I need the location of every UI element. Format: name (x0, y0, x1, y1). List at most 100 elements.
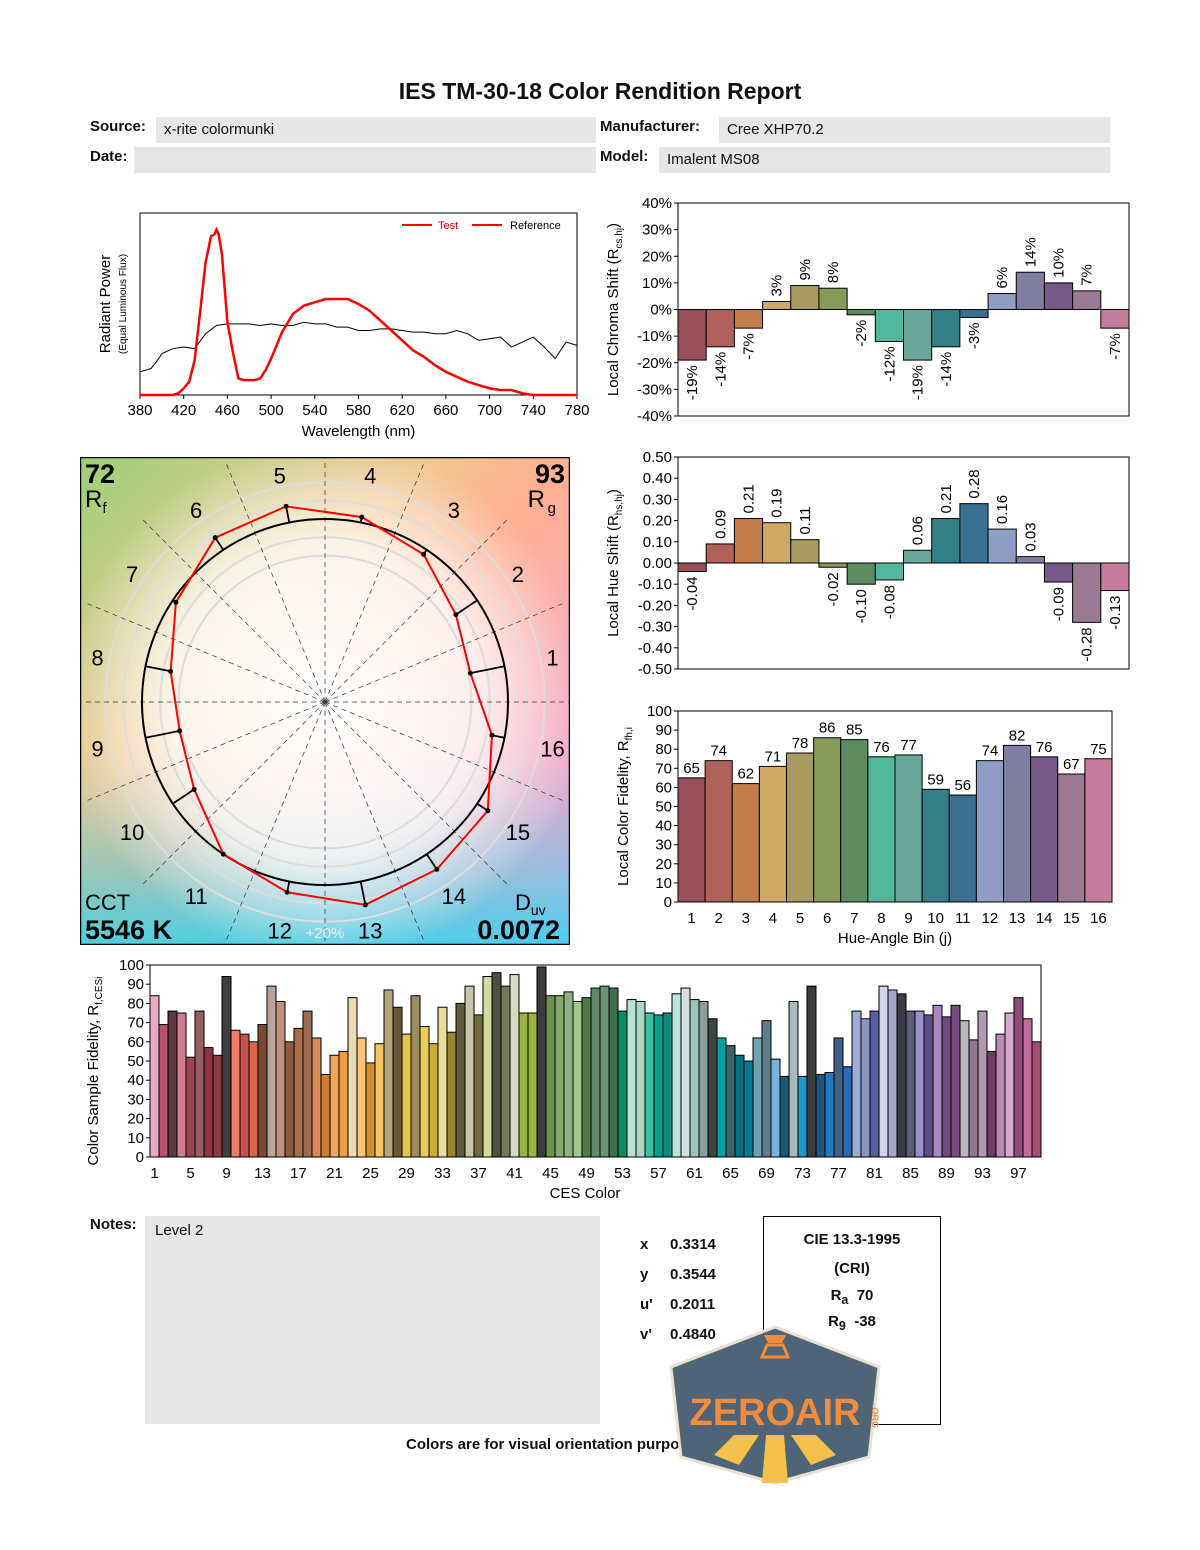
bar-bin-3 (733, 517, 764, 564)
bar-value-label: 0.16 (994, 495, 1011, 524)
rg-label: R (528, 486, 545, 513)
bar-bin-14 (1043, 282, 1074, 310)
bar-value-label: 74 (982, 743, 999, 760)
rf-subscript: f (102, 500, 107, 517)
ces-bar-54 (626, 999, 637, 1158)
ces-bar-47 (563, 991, 574, 1158)
cri-ra: Ra 70 (764, 1287, 940, 1307)
bar-value-label: 10% (1051, 248, 1068, 278)
chromaticity-y: y 0.3544 (640, 1266, 716, 1283)
y-tick-label: 40 (127, 1072, 144, 1089)
x-tick-label: 57 (650, 1165, 667, 1182)
ces-bar-48 (572, 1000, 583, 1158)
bar-bin-4 (762, 301, 792, 310)
bin-label: 7 (126, 562, 138, 587)
y-tick-label: 0.20 (643, 513, 672, 530)
ces-bar-28 (392, 1006, 403, 1158)
ces-bar-83 (887, 989, 898, 1158)
y-tick-label: -0.30 (638, 619, 672, 636)
ces-bar-43 (527, 1012, 538, 1158)
y-tick-label: 90 (127, 976, 144, 993)
ces-bar-99 (1031, 1041, 1042, 1158)
ces-bar-1 (149, 995, 160, 1158)
bar-value-label: 8% (825, 262, 842, 284)
bar-value-label: 6% (994, 267, 1011, 289)
ring-scale-label: +20% (306, 925, 345, 942)
x-tick-label: 97 (1010, 1165, 1027, 1182)
y-axis-label: Radiant Power (97, 255, 114, 353)
bar-bin-2 (705, 543, 735, 564)
u-value: 0.2011 (670, 1296, 716, 1313)
y-tick-label: 40% (642, 195, 672, 212)
ces-bar-53 (617, 1010, 628, 1158)
shift-arrowhead (212, 535, 218, 541)
y-tick-label: 30 (127, 1091, 144, 1108)
x-tick-label: 420 (171, 402, 196, 419)
y-tick-label: 70 (655, 760, 672, 777)
ces-bar-35 (455, 1002, 466, 1158)
y-axis-label: Local Hue Shift (Rhs,hj) (605, 489, 625, 637)
rf-value: 72 (85, 459, 115, 489)
x-tick-label: 5 (796, 910, 804, 927)
bar-bin-8 (867, 756, 896, 903)
x-axis-label: CES Color (550, 1185, 621, 1202)
bar-value-label: 71 (765, 748, 782, 765)
x-tick-label: 8 (877, 910, 885, 927)
bin-label: 4 (364, 463, 376, 488)
ces-bar-33 (437, 1006, 448, 1158)
bin-label: 6 (190, 498, 202, 523)
bar-bin-6 (813, 737, 842, 903)
cri-r9: R9 -38 (764, 1313, 940, 1333)
ces-bar-24 (356, 1037, 367, 1158)
v-label: v' (640, 1326, 652, 1343)
ces-bar-77 (833, 1037, 844, 1158)
cct-label: CCT (85, 890, 130, 915)
y-tick-label: 20 (655, 856, 672, 873)
x-tick-label: 21 (326, 1165, 343, 1182)
bar-value-label: -7% (1107, 333, 1124, 360)
ces-bar-10 (230, 1029, 241, 1158)
bar-value-label: 74 (710, 743, 727, 760)
bin-label: 9 (91, 736, 103, 761)
bar-value-label: 85 (846, 722, 863, 739)
u-label: u' (640, 1296, 653, 1313)
ces-bar-75 (815, 1073, 826, 1158)
y-tick-label: 100 (647, 703, 672, 720)
bar-bin-5 (790, 285, 820, 310)
ces-bar-18 (302, 1010, 313, 1158)
ces-bar-95 (995, 1033, 1006, 1158)
ces-bar-20 (320, 1073, 331, 1158)
series-line-reference (139, 321, 578, 373)
bar-bin-13 (1015, 271, 1045, 310)
bar-bin-15 (1072, 290, 1102, 311)
ces-bar-62 (698, 1000, 709, 1158)
x-tick-label: 73 (794, 1165, 811, 1182)
bar-value-label: 0.19 (769, 489, 786, 518)
x-tick-label: 460 (215, 402, 240, 419)
ces-bar-25 (365, 1062, 376, 1158)
y-tick-label: 0 (136, 1149, 144, 1166)
ces-bar-68 (752, 1037, 763, 1158)
x-tick-label: 29 (398, 1165, 415, 1182)
x-tick-label: 1 (150, 1165, 158, 1182)
zeroair-logo: ZEROAIR .ORG (669, 1325, 881, 1485)
bar-bin-4 (758, 765, 787, 903)
y-axis-label: Local Color Fidelity, Rfh,i (615, 727, 635, 886)
bar-value-label: 0.11 (797, 507, 814, 535)
ces-bar-78 (842, 1066, 853, 1158)
ces-bar-73 (797, 1075, 808, 1158)
notes-text: Level 2 (155, 1222, 204, 1239)
bar-bin-13 (1015, 556, 1045, 564)
bar-value-label: 3% (769, 275, 786, 297)
ra-label: R (830, 1287, 842, 1304)
ces-bar-91 (959, 1020, 970, 1158)
ces-bar-59 (671, 993, 682, 1158)
y-tick-label: 90 (655, 722, 672, 739)
cri-title: CIE 13.3-1995 (803, 1231, 901, 1248)
x-tick-label: 7 (850, 910, 858, 927)
bar-bin-7 (840, 739, 869, 903)
x-tick-label: 580 (346, 402, 371, 419)
y-axis-sublabel: (Equal Luminous Flux) (118, 254, 129, 354)
logo-text: ZEROAIR (690, 1392, 861, 1434)
x-tick-label: 5 (186, 1165, 194, 1182)
